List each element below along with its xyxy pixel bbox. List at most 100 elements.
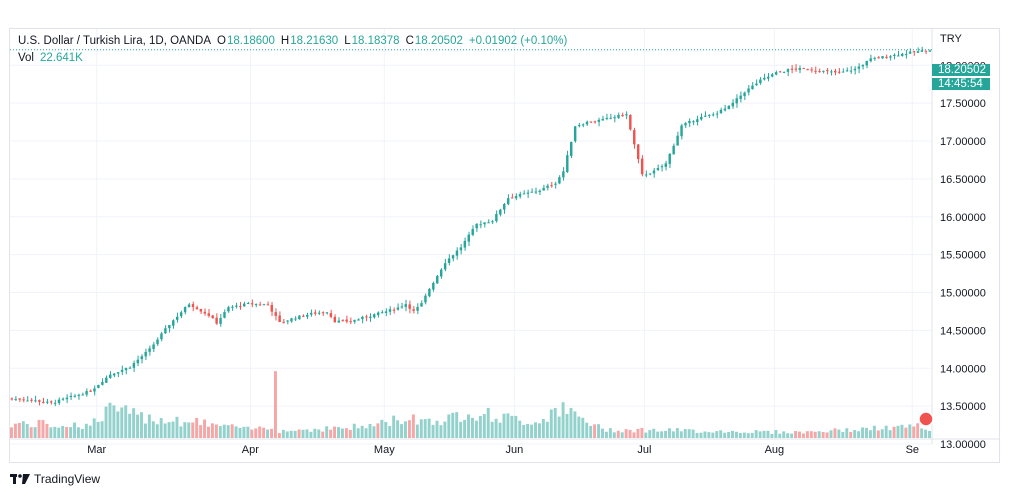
candle-body xyxy=(475,223,478,229)
candle-body xyxy=(258,304,262,306)
candle-body xyxy=(510,197,514,199)
volume-bar xyxy=(435,420,439,438)
volume-bar xyxy=(69,427,73,438)
candle-body xyxy=(920,50,924,52)
volume-bar xyxy=(439,425,443,438)
candle-body xyxy=(703,115,707,117)
candle-body xyxy=(349,321,352,323)
candle-body xyxy=(471,228,474,235)
candle-body xyxy=(361,316,364,320)
volume-bar xyxy=(463,419,467,438)
volume-bar xyxy=(478,416,482,438)
candle-body xyxy=(700,116,703,120)
volume-bar xyxy=(805,431,809,438)
candle-body xyxy=(235,305,238,307)
candle-body xyxy=(506,198,510,205)
y-tick-label: 17.50000 xyxy=(940,98,986,110)
volume-bar xyxy=(372,426,376,438)
candle-body xyxy=(534,191,537,193)
candle-body xyxy=(715,113,719,115)
candle-body xyxy=(199,308,203,312)
tradingview-logo[interactable]: TradingView xyxy=(10,472,100,486)
candle-body xyxy=(463,240,467,248)
volume-bar xyxy=(325,426,329,438)
volume-bar xyxy=(912,426,916,438)
close-label: C xyxy=(405,35,414,47)
volume-bar xyxy=(687,429,691,438)
volume-bar xyxy=(865,427,868,438)
candle-body xyxy=(140,356,143,360)
candle-body xyxy=(436,275,439,284)
volume-bar xyxy=(553,407,557,438)
candle-body xyxy=(384,311,388,313)
candle-body xyxy=(451,255,455,259)
candle-body xyxy=(904,54,908,56)
candle-body xyxy=(345,319,348,322)
last-price-tag: 18.20502 xyxy=(932,64,990,76)
volume-bar xyxy=(340,428,344,438)
volume-bar xyxy=(731,430,734,438)
volume-bar xyxy=(664,430,668,438)
volume-bar xyxy=(273,371,277,438)
chart-frame xyxy=(9,28,1000,463)
volume-bar xyxy=(498,422,502,438)
candle-body xyxy=(329,313,333,317)
volume-bar xyxy=(415,424,419,438)
candle-body xyxy=(605,117,608,119)
candle-body xyxy=(692,121,695,123)
volume-bar xyxy=(455,412,459,438)
volume-bar xyxy=(100,421,104,438)
volume-bar xyxy=(230,424,234,438)
volume-bar xyxy=(541,418,545,438)
candle-body xyxy=(14,398,17,400)
candle-body xyxy=(93,388,96,392)
volume-bar xyxy=(616,430,620,438)
open-label: O xyxy=(217,35,226,47)
volume-bar xyxy=(360,425,364,438)
candle-body xyxy=(589,121,593,123)
candle-body xyxy=(751,85,754,90)
candle-body xyxy=(286,320,289,322)
volume-label: Vol xyxy=(18,52,34,64)
candle-body xyxy=(782,71,786,73)
volume-bar xyxy=(892,426,896,438)
volume-bar xyxy=(317,429,321,438)
volume-bar xyxy=(80,428,84,438)
candle-body xyxy=(731,102,734,107)
candle-body xyxy=(873,57,876,59)
volume-bar xyxy=(593,424,597,438)
volume-bar xyxy=(179,426,183,438)
volume-bar xyxy=(305,429,309,438)
volume-bar xyxy=(683,429,687,438)
low-label: L xyxy=(344,35,351,47)
candle-body xyxy=(455,250,459,256)
candle-body xyxy=(227,307,230,312)
candle-body xyxy=(640,158,644,175)
volume-bar xyxy=(482,414,486,438)
volume-bar xyxy=(821,432,825,438)
volume-bar xyxy=(549,409,553,438)
volume-bar xyxy=(222,424,226,438)
volume-bar xyxy=(104,406,108,438)
candle-body xyxy=(215,317,218,324)
candle-body xyxy=(42,402,45,404)
candle-body xyxy=(160,333,163,340)
volume-bar xyxy=(794,431,798,438)
candle-body xyxy=(719,109,723,114)
volume-bar xyxy=(888,430,892,438)
volume-bar xyxy=(128,413,132,438)
candle-body xyxy=(818,71,821,73)
volume-bar xyxy=(25,423,29,438)
volume-bar xyxy=(557,416,561,438)
candle-body xyxy=(203,311,207,314)
volume-bar xyxy=(577,416,581,438)
volume-bar xyxy=(648,430,652,438)
candle-body xyxy=(69,395,73,398)
volume-bar xyxy=(699,432,703,438)
volume-bar xyxy=(277,433,281,438)
candle-body xyxy=(554,183,557,185)
volume-bar xyxy=(262,427,266,438)
candle-body xyxy=(132,363,136,368)
volume-bar xyxy=(636,428,640,438)
